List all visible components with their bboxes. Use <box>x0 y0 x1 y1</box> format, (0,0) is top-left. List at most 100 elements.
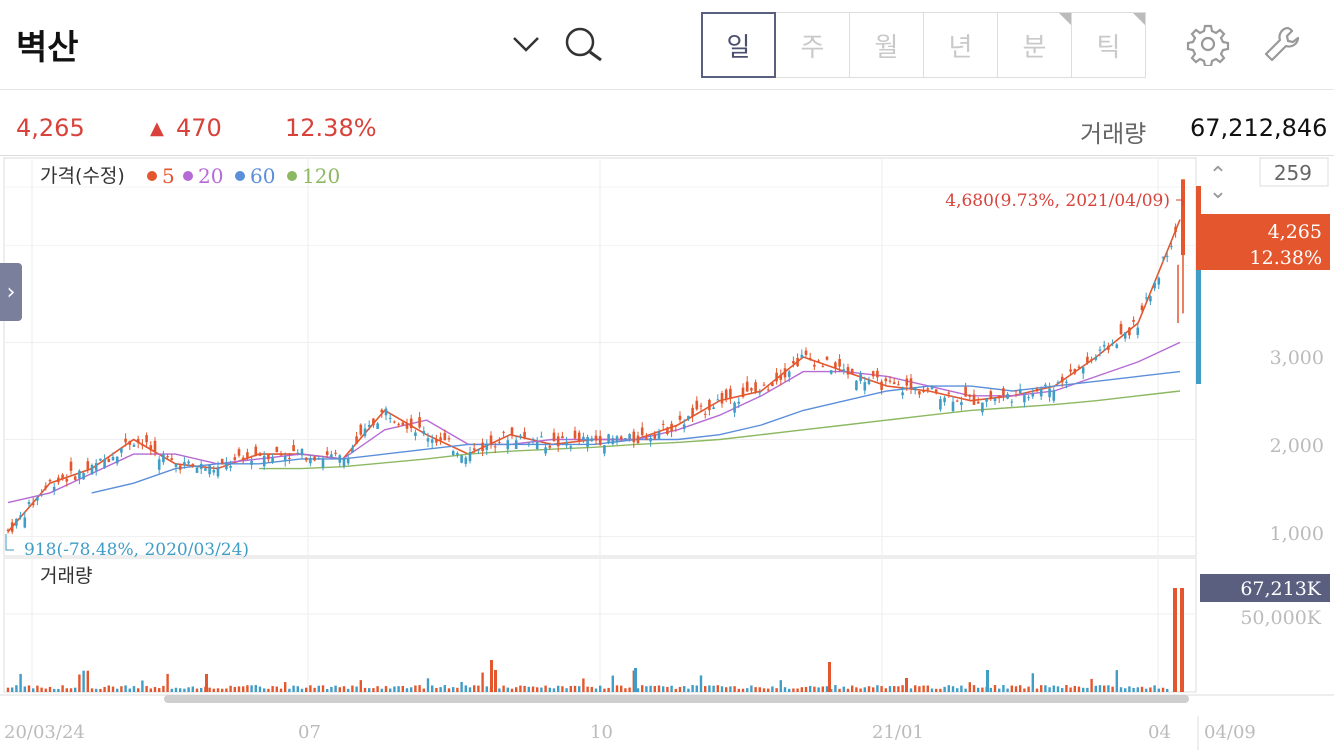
candle-body <box>888 380 892 382</box>
volume-bar <box>632 670 635 692</box>
volume-bar <box>296 686 299 692</box>
volume-bar <box>989 687 992 692</box>
volume-bar <box>964 688 967 692</box>
candle-body <box>65 478 69 482</box>
candle-body <box>414 432 417 436</box>
tab-tick[interactable]: 틱 <box>1071 12 1146 78</box>
volume-bar <box>326 688 329 692</box>
gear-icon[interactable] <box>1186 22 1230 68</box>
chart-canvas[interactable]: 20/03/24 07 10 21/01 04 04/09 3,000 2,000 1,000 6… <box>0 156 1334 750</box>
volume-bar <box>607 687 610 692</box>
volume-bar <box>6 687 10 692</box>
tab-year[interactable]: 년 <box>923 12 998 78</box>
tab-label: 분 <box>1022 32 1047 63</box>
volume-bar <box>237 686 241 692</box>
tab-minute[interactable]: 분 <box>997 12 1072 78</box>
candle-body <box>376 423 379 429</box>
candle-body <box>187 461 190 464</box>
wrench-icon[interactable] <box>1260 22 1304 66</box>
volume-bar <box>510 688 514 692</box>
volume-bar <box>884 688 887 692</box>
volume-bar <box>313 687 316 692</box>
candle-body <box>472 448 476 450</box>
x-end-label: 04/09 <box>1204 722 1256 743</box>
expand-panel-chevron-icon[interactable]: › <box>0 263 22 321</box>
candle-body <box>779 374 783 380</box>
tab-week[interactable]: 주 <box>775 12 850 78</box>
candle-body <box>99 458 102 461</box>
candle-body <box>409 418 413 429</box>
volume-bar <box>557 685 560 692</box>
volume-bar <box>531 686 535 692</box>
price-change-percent: 12.38% <box>285 114 377 142</box>
volume-bar <box>1035 688 1039 692</box>
volume-bar <box>95 688 98 692</box>
candle-body <box>1165 255 1169 257</box>
volume-bar <box>397 686 400 692</box>
candle-body <box>724 389 728 399</box>
candle-body <box>871 371 875 377</box>
volume-bar <box>523 685 526 692</box>
volume-bar <box>1031 673 1034 692</box>
volume-bar <box>615 685 619 692</box>
tab-month[interactable]: 월 <box>849 12 924 78</box>
candle-body <box>498 441 501 443</box>
volume-bar <box>174 687 178 692</box>
candle-body <box>178 465 182 470</box>
volume-label: 거래량 <box>1080 120 1147 148</box>
candle-body <box>443 432 447 441</box>
volume-bar <box>145 685 148 692</box>
candle-body <box>393 421 396 423</box>
volume-bar <box>825 686 829 692</box>
volume-bar <box>741 688 745 692</box>
volume-bar <box>242 686 245 692</box>
candle-body <box>405 422 409 429</box>
candle-body <box>712 407 715 410</box>
candle-body <box>1014 390 1018 392</box>
tab-day[interactable]: 일 <box>701 12 776 78</box>
horizontal-scrollbar[interactable] <box>164 695 1189 703</box>
volume-bar <box>65 688 68 692</box>
volume-bar <box>389 688 392 692</box>
candle-body <box>351 447 354 453</box>
volume-bar <box>620 685 623 692</box>
volume-bar <box>443 685 446 692</box>
stock-chart[interactable]: 20/03/24 07 10 21/01 04 04/09 3,000 2,000 1,000 6… <box>0 156 1334 750</box>
volume-bar <box>1136 687 1139 692</box>
candle-body <box>619 436 623 440</box>
candle-body <box>514 440 518 450</box>
chevron-down-icon[interactable] <box>504 22 548 66</box>
volume-bar <box>737 688 740 692</box>
candle-body <box>15 518 18 526</box>
volume-bar <box>250 685 253 692</box>
candle-body <box>955 400 959 402</box>
volume-bar <box>410 687 413 692</box>
candle-body <box>1023 395 1026 403</box>
volume-bar <box>930 688 934 692</box>
candle-body <box>708 399 711 411</box>
candle-body <box>569 446 573 448</box>
volume-bar <box>90 688 94 692</box>
volume-bar <box>691 685 694 692</box>
candle-body <box>317 458 321 460</box>
candle-body <box>1027 397 1030 399</box>
volume-bar <box>603 688 606 692</box>
candle-body <box>212 470 216 473</box>
zoom-value-box <box>1259 157 1329 187</box>
volume-bar <box>221 688 224 692</box>
volume-bar <box>158 688 161 692</box>
candle-body <box>372 418 375 426</box>
legend-dot <box>235 171 245 181</box>
candle-body <box>817 360 820 362</box>
candle-body <box>968 394 972 397</box>
search-icon[interactable] <box>560 22 604 66</box>
candle-body <box>682 424 686 429</box>
volume-bar <box>611 675 614 692</box>
candle-body <box>615 436 619 442</box>
volume-bar <box>1014 686 1018 692</box>
candle-body <box>380 409 384 413</box>
candle-body <box>132 444 136 447</box>
candle-body <box>590 438 594 442</box>
candle-body <box>10 522 14 532</box>
volume-bar <box>153 687 157 692</box>
